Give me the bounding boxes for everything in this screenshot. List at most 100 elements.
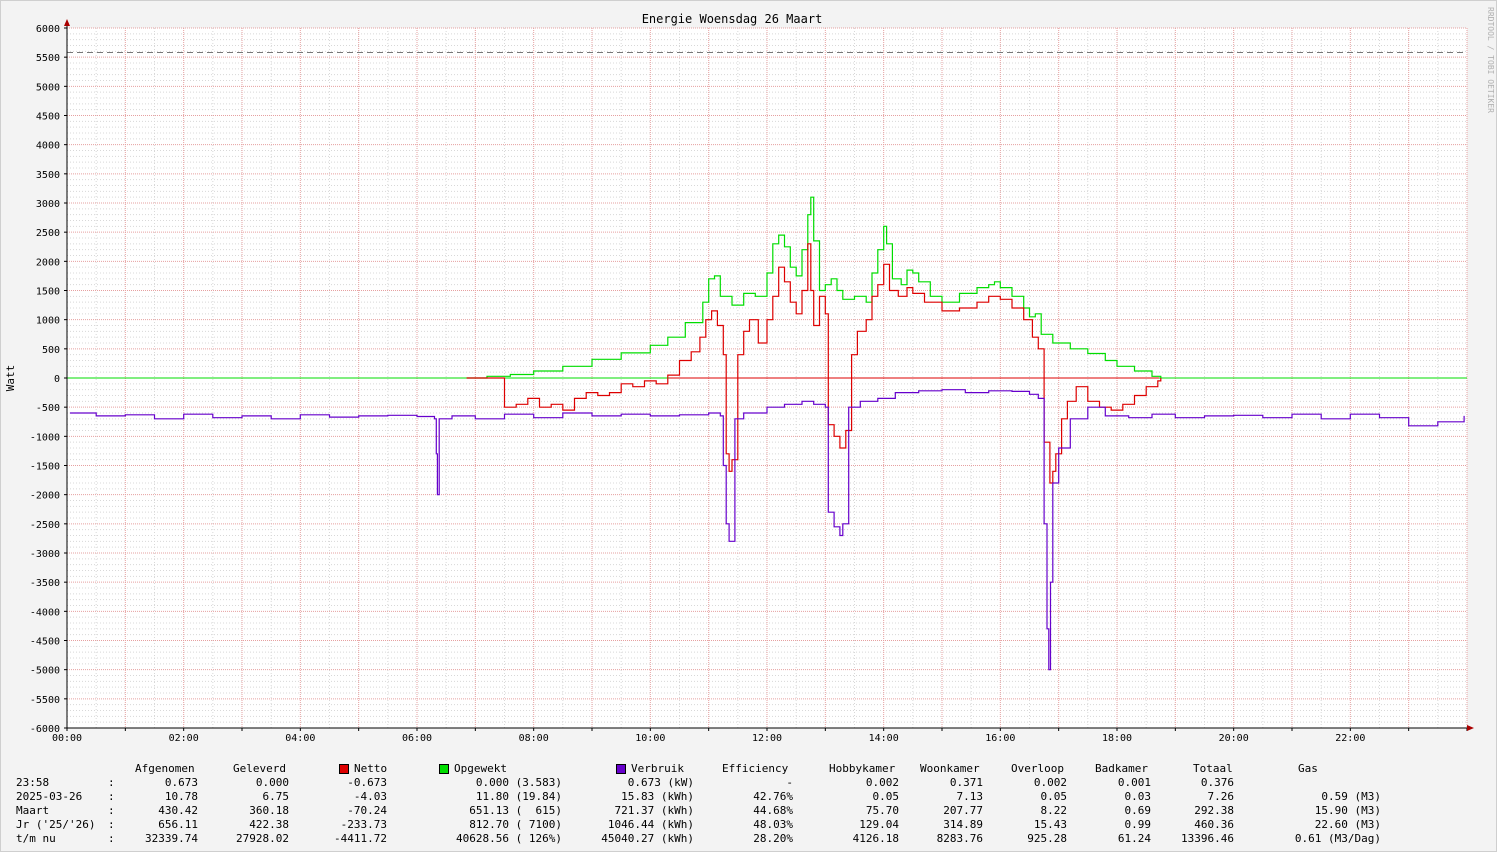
- table-cell: 61.24: [1117, 832, 1151, 845]
- table-cell: 0.05: [872, 790, 900, 803]
- y-tick-label: -4000: [30, 607, 60, 618]
- table-cell: 32339.74: [145, 832, 198, 845]
- y-tick-label: -4500: [30, 637, 60, 648]
- table-cell: 0.000: [255, 776, 289, 789]
- table-cell: 10.78: [164, 790, 198, 803]
- table-cell: 360.18: [249, 804, 289, 817]
- table-cell: 45040.27 (kWh): [601, 832, 694, 845]
- row-separator: :: [108, 818, 115, 831]
- x-tick-label: 14:00: [869, 733, 899, 744]
- table-cell: 925.28: [1027, 832, 1067, 845]
- table-cell: 7.26: [1207, 790, 1235, 803]
- table-cell: 0.03: [1124, 790, 1152, 803]
- y-tick-label: 6000: [36, 24, 60, 35]
- table-cell: 0.99: [1124, 818, 1152, 831]
- table-cell: 812.70 ( 7100): [469, 818, 562, 831]
- legend-swatch-netto: [339, 764, 349, 774]
- x-axis-arrow-icon: [1467, 725, 1474, 731]
- x-tick-label: 06:00: [402, 733, 432, 744]
- table-header: Hobbykamer: [829, 762, 896, 775]
- table-cell: 8.22: [1040, 804, 1068, 817]
- table-cell: 460.36: [1194, 818, 1234, 831]
- legend-swatch-opgewekt: [439, 764, 449, 774]
- table-cell: 0.59 (M3): [1321, 790, 1381, 803]
- y-tick-label: 0: [54, 374, 60, 385]
- y-tick-label: -2000: [30, 491, 60, 502]
- table-cell: 0.673 (kW): [627, 776, 694, 789]
- grid-major: [66, 27, 1468, 729]
- table-cell: 0.002: [865, 776, 899, 789]
- y-tick-label: 5500: [36, 53, 60, 64]
- table-header: Gas: [1298, 762, 1318, 775]
- y-tick-label: -6000: [30, 724, 60, 735]
- y-tick-label: -500: [36, 403, 60, 414]
- table-cell: 15.83 (kWh): [621, 790, 694, 803]
- table-cell: 27928.02: [236, 832, 289, 845]
- x-tick-label: 08:00: [519, 733, 549, 744]
- table-cell: -4.03: [353, 790, 387, 803]
- table-cell: 44.68%: [753, 804, 793, 817]
- table-cell: 651.13 ( 615): [469, 804, 562, 817]
- table-cell: 0.000 (3.583): [475, 776, 562, 789]
- row-label: 2025-03-26: [16, 790, 83, 803]
- y-tick-label: 4000: [36, 141, 60, 152]
- table-cell: 40628.56 ( 126%): [456, 832, 562, 845]
- table-cell: 48.03%: [753, 818, 793, 831]
- y-axis-ticks: 6000550050004500400035003000250020001500…: [30, 24, 67, 735]
- x-tick-label: 22:00: [1335, 733, 1365, 744]
- table-cell: 42.76%: [753, 790, 793, 803]
- row-separator: :: [108, 832, 115, 845]
- x-tick-label: 04:00: [285, 733, 315, 744]
- table-cell: -0.673: [347, 776, 387, 789]
- table-cell: 28.20%: [753, 832, 793, 845]
- table-cell: 11.80 (19.84): [475, 790, 562, 803]
- y-tick-label: -1000: [30, 432, 60, 443]
- table-cell: 129.04: [859, 818, 899, 831]
- legend-swatch-verbruik: [616, 764, 626, 774]
- y-tick-label: 4500: [36, 112, 60, 123]
- y-tick-label: -2500: [30, 520, 60, 531]
- table-cell: 292.38: [1194, 804, 1234, 817]
- table-header: Efficiency: [722, 762, 789, 775]
- x-tick-label: 16:00: [985, 733, 1015, 744]
- row-separator: :: [108, 776, 115, 789]
- table-cell: 6.75: [262, 790, 290, 803]
- table-cell: -4411.72: [334, 832, 387, 845]
- series-line-netto: [466, 243, 1162, 484]
- y-tick-label: -5500: [30, 695, 60, 706]
- table-header: Geleverd: [233, 762, 286, 775]
- y-tick-label: 2500: [36, 228, 60, 239]
- series-lines: [67, 196, 1467, 671]
- table-header: Overloop: [1011, 762, 1064, 775]
- table-cell: 75.70: [865, 804, 899, 817]
- table-cell: 314.89: [943, 818, 983, 831]
- table-cell: 13396.46: [1181, 832, 1234, 845]
- y-axis-label: Watt: [4, 365, 17, 392]
- table-cell: 8283.76: [936, 832, 983, 845]
- y-tick-label: -3000: [30, 549, 60, 560]
- x-tick-label: 02:00: [169, 733, 199, 744]
- x-tick-label: 12:00: [752, 733, 782, 744]
- row-label: t/m nu: [16, 832, 56, 845]
- x-tick-label: 10:00: [635, 733, 665, 744]
- table-header: Woonkamer: [920, 762, 980, 775]
- table-cell: 4126.18: [852, 832, 899, 845]
- y-tick-label: 1500: [36, 287, 60, 298]
- table-cell: 0.001: [1117, 776, 1151, 789]
- x-tick-label: 18:00: [1102, 733, 1132, 744]
- series-line-opgewekt: [466, 196, 1162, 379]
- table-cell: 0.05: [1040, 790, 1068, 803]
- row-label: Maart: [16, 804, 50, 817]
- y-tick-label: 5000: [36, 82, 60, 93]
- table-cell: 15.43: [1033, 818, 1067, 831]
- table-cell: 422.38: [249, 818, 289, 831]
- table-cell: -233.73: [340, 818, 387, 831]
- table-header: Verbruik: [631, 762, 684, 775]
- series-line-verbruik: [69, 389, 1465, 671]
- table-cell: 7.13: [956, 790, 984, 803]
- y-tick-label: -1500: [30, 462, 60, 473]
- table-cell: -70.24: [347, 804, 387, 817]
- y-tick-label: -5000: [30, 666, 60, 677]
- y-axis-arrow-icon: [64, 19, 70, 26]
- x-tick-label: 20:00: [1219, 733, 1249, 744]
